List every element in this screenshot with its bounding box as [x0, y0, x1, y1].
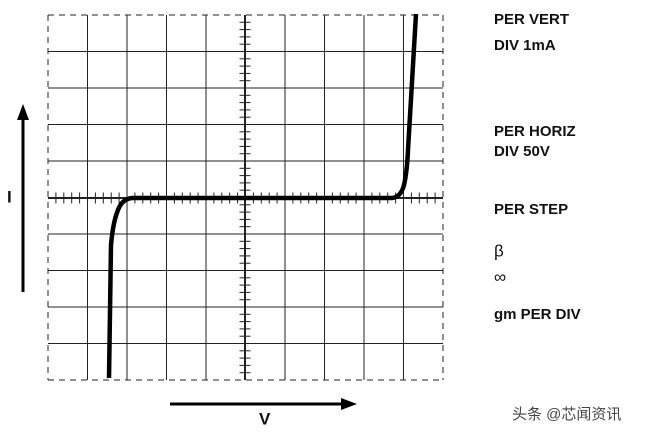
watermark: 头条 @芯闻资讯 [512, 406, 621, 423]
panel-label: DIV 1mA [494, 37, 556, 54]
panel-label: PER VERT [494, 11, 569, 28]
trace [106, 13, 419, 379]
arrow-head [17, 104, 29, 120]
panel-label: DIV 50V [494, 143, 550, 160]
panel-label: ∞ [494, 267, 506, 286]
panel-label: PER HORIZ [494, 123, 576, 140]
axis-label: V [259, 409, 271, 428]
panel-label: PER STEP [494, 201, 568, 218]
axis-label: I [7, 187, 12, 206]
panel-label: gm PER DIV [494, 306, 581, 323]
panel-label: β [494, 241, 504, 260]
arrow-head [341, 398, 357, 410]
